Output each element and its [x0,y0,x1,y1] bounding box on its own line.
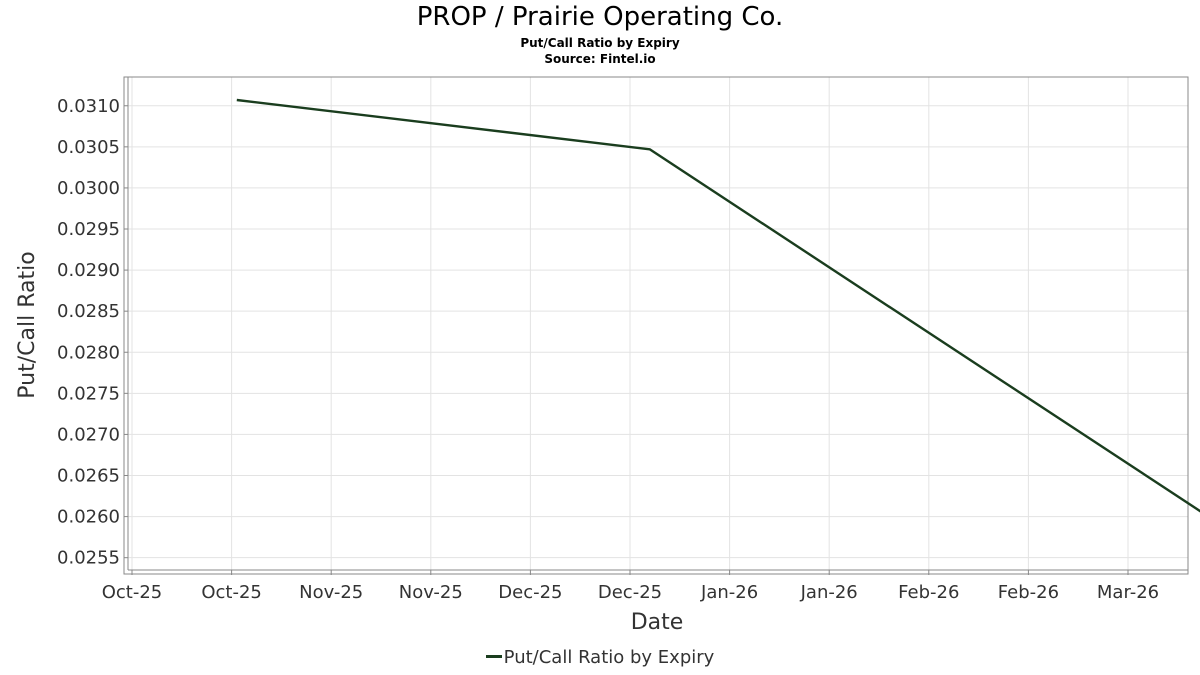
series-line [236,98,1200,513]
x-tick-label: Jan-26 [700,582,758,603]
x-tick-label: Dec-25 [598,582,662,603]
y-tick-label: 0.0285 [57,301,120,322]
y-tick-label: 0.0310 [57,96,120,117]
y-tick-label: 0.0260 [57,507,120,528]
y-tick-label: 0.0290 [57,260,120,281]
y-tick-label: 0.0255 [57,548,120,569]
grid-lines [128,77,1188,570]
y-tick-label: 0.0280 [57,342,120,363]
y-axis-label: Put/Call Ratio [15,251,40,398]
x-tick-labels: Oct-25 Oct-25 Nov-25 Nov-25 Dec-25 Dec-25 Jan-… [102,570,1159,603]
x-tick-label: Feb-26 [998,582,1059,603]
chart-title: PROP / Prairie Operating Co. [416,2,784,32]
x-tick-label: Nov-25 [399,582,463,603]
legend-label: Put/Call Ratio by Expiry [503,647,715,668]
y-tick-labels: 0.0255 0.0260 0.0265 0.0270 0.0275 0.0280 0.02… [57,96,128,569]
x-axis-label: Date [631,610,684,635]
x-tick-label: Dec-25 [498,582,562,603]
chart-source: Source: Fintel.io [544,52,656,66]
legend: Put/Call Ratio by Expiry [0,647,1200,668]
y-tick-label: 0.0295 [57,219,120,240]
x-tick-label: Oct-25 [102,582,163,603]
x-tick-label: Mar-26 [1097,582,1159,603]
y-tick-label: 0.0300 [57,178,120,199]
chart-subtitle: Put/Call Ratio by Expiry [520,36,680,50]
plot-area-border [123,76,1189,575]
y-tick-label: 0.0270 [57,424,120,445]
series-group [236,98,1200,513]
y-tick-label: 0.0265 [57,466,120,487]
y-tick-label: 0.0275 [57,383,120,404]
y-tick-label: 0.0305 [57,137,120,158]
x-tick-label: Jan-26 [800,582,858,603]
x-tick-label: Oct-25 [201,582,262,603]
x-tick-label: Feb-26 [898,582,959,603]
x-tick-label: Nov-25 [299,582,363,603]
legend-swatch [485,654,502,658]
